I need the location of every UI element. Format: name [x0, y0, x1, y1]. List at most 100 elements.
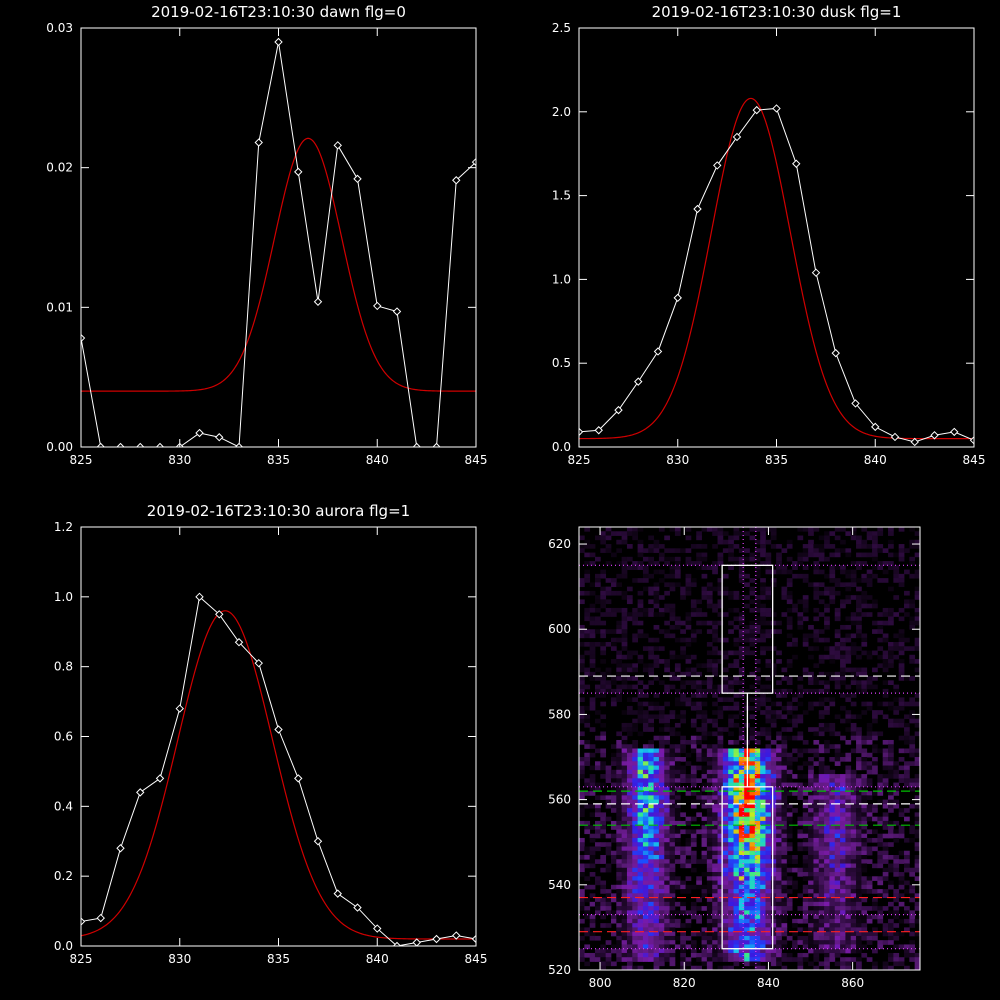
- heatmap-cell: [813, 778, 820, 783]
- heatmap-cell: [632, 791, 639, 796]
- heatmap-cell: [818, 833, 825, 839]
- heatmap-cell: [893, 910, 900, 916]
- heatmap-cell: [765, 744, 772, 749]
- heatmap-cell: [584, 705, 591, 711]
- heatmap-cell: [685, 850, 692, 856]
- heatmap-cell: [706, 684, 713, 690]
- heatmap-cell: [696, 531, 702, 536]
- heatmap-cell: [690, 940, 697, 945]
- heatmap-cell: [733, 739, 740, 745]
- heatmap-cell: [850, 676, 857, 681]
- heatmap-cell: [877, 782, 884, 788]
- heatmap-cell: [850, 816, 857, 822]
- heatmap-cell: [696, 757, 702, 762]
- heatmap-cell: [834, 935, 841, 941]
- heatmap-cell: [861, 782, 868, 788]
- heatmap-cell: [776, 659, 782, 664]
- heatmap-cell: [765, 948, 772, 954]
- heatmap-cell: [765, 757, 772, 762]
- heatmap-cell: [760, 782, 766, 788]
- heatmap-cell: [584, 820, 591, 826]
- heatmap-cell: [669, 671, 676, 677]
- heatmap-cell: [824, 820, 830, 826]
- heatmap-cell: [584, 757, 591, 762]
- heatmap-cell: [776, 629, 782, 634]
- heatmap-cell: [658, 850, 665, 856]
- heatmap-cell: [792, 603, 798, 609]
- heatmap-cell: [669, 607, 676, 613]
- heatmap-cell: [861, 837, 868, 843]
- heatmap-cell: [728, 795, 734, 801]
- heatmap-cell: [818, 552, 825, 558]
- heatmap-cell: [738, 616, 745, 622]
- heatmap-cell: [749, 829, 756, 835]
- heatmap-cell: [845, 633, 852, 639]
- heatmap-cell: [749, 761, 756, 766]
- heatmap-cell: [856, 561, 862, 566]
- heatmap-cell: [589, 825, 596, 830]
- heatmap-cell: [818, 710, 825, 715]
- heatmap-cell: [733, 607, 740, 613]
- heatmap-cell: [818, 782, 825, 788]
- heatmap-cell: [653, 927, 660, 933]
- heatmap-cell: [888, 935, 894, 941]
- heatmap-cell: [776, 812, 782, 818]
- heatmap-cell: [653, 582, 660, 588]
- heatmap-cell: [888, 910, 894, 916]
- heatmap-cell: [733, 897, 740, 903]
- heatmap-cell: [642, 833, 649, 839]
- heatmap-cell: [888, 863, 894, 869]
- heatmap-cell: [824, 816, 830, 822]
- heatmap-cell: [760, 803, 766, 809]
- heatmap-cell: [653, 752, 660, 758]
- heatmap-cell: [770, 535, 777, 541]
- heatmap-cell: [829, 701, 836, 707]
- heatmap-cell: [877, 833, 884, 839]
- heatmap-cell: [770, 569, 777, 575]
- heatmap-cell: [658, 859, 665, 864]
- heatmap-cell: [914, 552, 920, 558]
- heatmap-cell: [893, 646, 900, 651]
- heatmap-cell: [632, 816, 639, 822]
- heatmap-cell: [765, 889, 772, 894]
- heatmap-cell: [712, 803, 718, 809]
- heatmap-cell: [872, 531, 878, 536]
- heatmap-cell: [738, 837, 745, 843]
- heatmap-cell: [866, 829, 873, 835]
- heatmap-cell: [845, 774, 852, 779]
- heatmap-cell: [744, 624, 750, 630]
- heatmap-cell: [786, 812, 793, 818]
- heatmap-cell: [637, 935, 644, 941]
- heatmap-cell: [813, 761, 820, 766]
- heatmap-cell: [658, 944, 665, 950]
- heatmap-cell: [610, 803, 617, 809]
- data-point-marker: [81, 333, 86, 343]
- heatmap-cell: [781, 889, 788, 894]
- heatmap-cell: [866, 731, 873, 737]
- heatmap-cell: [829, 650, 836, 656]
- heatmap-cell: [813, 586, 820, 592]
- heatmap-cell: [717, 944, 724, 950]
- heatmap-cell: [594, 595, 601, 600]
- heatmap-cell: [797, 684, 804, 690]
- heatmap-cell: [653, 603, 660, 609]
- heatmap-cell: [712, 650, 718, 656]
- heatmap-cell: [579, 578, 585, 583]
- heatmap-cell: [797, 833, 804, 839]
- heatmap-cell: [781, 931, 788, 937]
- heatmap-cell: [605, 531, 612, 536]
- heatmap-cell: [802, 940, 809, 945]
- heatmap-cell: [589, 774, 596, 779]
- heatmap-cell: [888, 799, 894, 805]
- heatmap-cell: [818, 910, 825, 916]
- heatmap-cell: [776, 952, 782, 958]
- heatmap-cell: [850, 944, 857, 950]
- heatmap-cell: [760, 859, 766, 864]
- heatmap-cell: [749, 952, 756, 958]
- heatmap-cell: [579, 544, 585, 549]
- heatmap-cell: [690, 603, 697, 609]
- heatmap-cell: [722, 889, 729, 894]
- heatmap-cell: [589, 561, 596, 566]
- heatmap-cell: [776, 748, 782, 754]
- heatmap-cell: [861, 923, 868, 928]
